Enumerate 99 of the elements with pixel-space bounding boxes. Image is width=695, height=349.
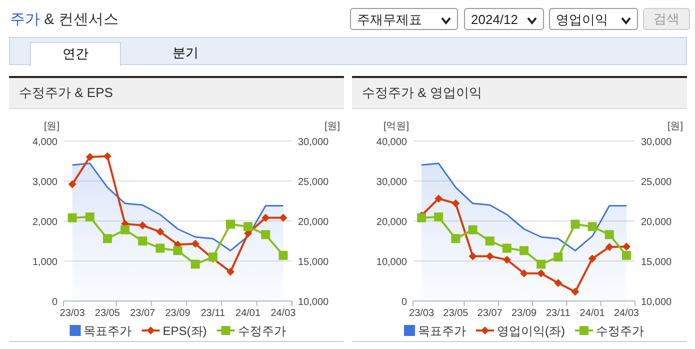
point [434, 212, 444, 222]
y2-tick-label: 30,000 [641, 137, 672, 148]
y-tick-label: 0 [401, 297, 408, 308]
point [622, 242, 630, 251]
x-tick-label: 24/03 [614, 308, 640, 319]
y2-tick-label: 25,000 [641, 177, 672, 188]
y-tick-label: 40,000 [376, 137, 408, 148]
point [173, 246, 182, 256]
y2-axis-title: [원] [324, 121, 340, 132]
y-tick-label: 4,000 [32, 137, 58, 148]
point [452, 199, 460, 208]
text: 2024/12 [464, 8, 544, 30]
y-tick-label: 10,000 [376, 257, 408, 268]
point [86, 153, 94, 161]
point [226, 220, 235, 229]
point [417, 213, 426, 222]
point [554, 279, 562, 287]
x-tick-label: 23/11 [200, 308, 226, 319]
y2-tick-label: 20,000 [298, 217, 330, 228]
point [226, 268, 234, 276]
y-tick-label: 0 [52, 297, 58, 308]
point [604, 230, 614, 240]
y2-tick-label: 15,000 [298, 257, 330, 268]
point [536, 260, 546, 269]
x-tick-label: 24/01 [580, 308, 606, 319]
point [102, 234, 112, 244]
y2-tick-label: 25,000 [298, 177, 330, 188]
text: 검색 [643, 8, 690, 30]
y-tick-label: 3,000 [32, 177, 58, 188]
point [588, 254, 596, 263]
point [85, 212, 94, 222]
point [554, 252, 563, 262]
chart-title: 수정주가 & 영업이익 [352, 78, 687, 109]
y2-axis-title: [원] [667, 121, 684, 132]
y2-tick-label: 30,000 [298, 137, 330, 148]
point [190, 260, 200, 269]
x-tick-label: 23/11 [546, 308, 571, 319]
text: 분기 [172, 44, 200, 62]
point [537, 269, 546, 278]
point [156, 244, 165, 253]
x-tick-label: 23/05 [443, 308, 469, 319]
text: 주가 & 컨센서스 [10, 10, 118, 29]
text: 영업이익 [549, 8, 638, 30]
x-tick-label: 23/07 [477, 308, 503, 319]
x-tick-label: 23/05 [94, 308, 120, 319]
point [278, 250, 288, 260]
point [622, 250, 631, 260]
legend-label: 목표주가 [418, 324, 466, 338]
point [120, 225, 130, 234]
point [451, 234, 460, 244]
point [138, 221, 147, 230]
point [261, 230, 270, 240]
point [434, 194, 443, 203]
legend-label: 영업이익(좌) [497, 324, 565, 338]
chart-title: 수정주가 & EPS [9, 78, 344, 109]
point [485, 236, 494, 246]
point [279, 214, 288, 222]
x-tick-label: 23/09 [165, 308, 191, 319]
y2-tick-label: 15,000 [641, 257, 672, 268]
point [138, 236, 148, 246]
point [520, 246, 528, 256]
x-tick-label: 23/03 [60, 308, 86, 319]
point [571, 288, 580, 296]
y-tick-label: 30,000 [376, 177, 408, 188]
y-tick-label: 2,000 [32, 217, 58, 228]
point [502, 244, 512, 253]
point [103, 152, 112, 160]
x-tick-label: 23/03 [409, 308, 434, 319]
point [468, 252, 477, 260]
point [588, 222, 597, 232]
x-tick-label: 24/01 [236, 308, 262, 319]
x-tick-label: 24/03 [270, 308, 296, 319]
point [468, 225, 478, 234]
legend-label: 수정주가 [238, 324, 286, 338]
text: 연간 [30, 42, 121, 66]
x-tick-label: 23/09 [511, 308, 537, 319]
point [68, 180, 76, 188]
legend-label: 목표주가 [84, 324, 132, 338]
point [502, 256, 511, 264]
point [262, 214, 270, 222]
y2-tick-label: 10,000 [298, 297, 330, 308]
legend-label: 수정주가 [596, 324, 644, 338]
point [486, 252, 494, 260]
x-tick-label: 23/07 [130, 308, 156, 319]
point [156, 228, 164, 236]
point [191, 240, 200, 248]
y2-tick-label: 20,000 [641, 217, 672, 228]
y-tick-label: 20,000 [376, 217, 408, 228]
point [68, 213, 77, 222]
y2-tick-label: 10,000 [641, 297, 672, 308]
point [605, 243, 614, 251]
y-tick-label: 1,000 [32, 257, 58, 268]
point [570, 220, 580, 229]
legend-label: EPS(좌) [162, 324, 207, 338]
y-axis-title: [억원] [383, 121, 410, 132]
y-axis-title: [원] [44, 121, 60, 132]
point [520, 269, 528, 278]
text: 주재무제표 [350, 8, 458, 30]
point [244, 222, 253, 232]
